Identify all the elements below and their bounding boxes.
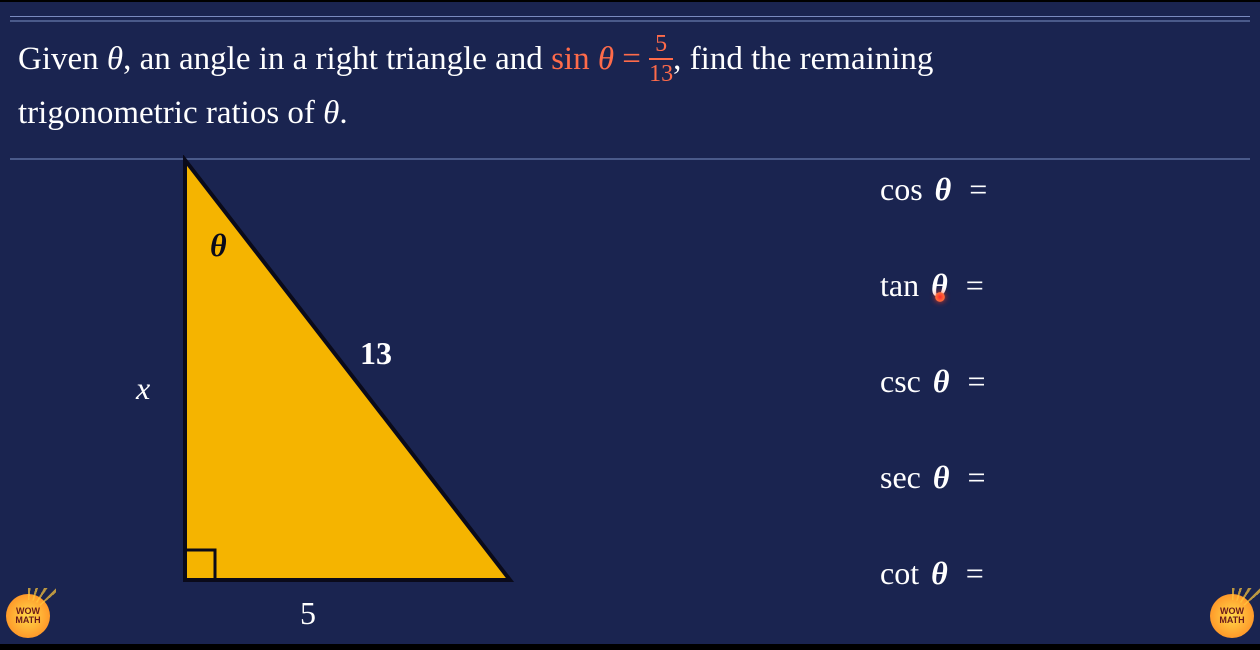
- fn-tan: tan: [880, 267, 919, 304]
- badge-text-right: WOW MATH: [1210, 594, 1254, 638]
- eq-cot: =: [966, 555, 984, 592]
- theta-csc: θ: [933, 363, 950, 400]
- eq-cos: =: [969, 171, 987, 208]
- ratio-list: cos θ = tan θ = csc θ = sec θ = cot θ =: [880, 160, 1140, 640]
- equals: =: [614, 41, 649, 77]
- label-adjacent: x: [136, 370, 150, 407]
- fraction-numerator: 5: [649, 32, 673, 60]
- txt-line2a: trigonometric ratios of: [18, 95, 323, 131]
- label-theta: θ: [210, 227, 227, 264]
- letterbox-top: [0, 0, 1260, 2]
- sin-word: sin: [551, 41, 598, 77]
- label-opposite: 5: [300, 595, 316, 632]
- theta-1: θ: [107, 41, 123, 77]
- letterbox-bottom: [0, 644, 1260, 650]
- badge-text-left: WOW MATH: [6, 594, 50, 638]
- divider-top-thin: [10, 16, 1250, 17]
- laser-pointer-icon: [935, 292, 945, 302]
- theta-cot: θ: [931, 555, 948, 592]
- problem-statement: Given θ, an angle in a right triangle an…: [10, 22, 1250, 160]
- fraction-denominator: 13: [649, 60, 673, 86]
- eq-tan: =: [966, 267, 984, 304]
- txt-prefix: Given: [18, 41, 107, 77]
- fn-cot: cot: [880, 555, 919, 592]
- badge-line2-r: MATH: [1219, 616, 1244, 625]
- theta-2: θ: [598, 41, 614, 77]
- ratio-cos: cos θ =: [880, 160, 1140, 218]
- fn-sec: sec: [880, 459, 921, 496]
- theta-3: θ: [323, 95, 339, 131]
- eq-sec: =: [967, 459, 985, 496]
- fraction: 513: [649, 32, 673, 86]
- ratio-csc: csc θ =: [880, 352, 1140, 410]
- fn-csc: csc: [880, 363, 921, 400]
- problem-text: Given θ, an angle in a right triangle an…: [18, 34, 1242, 140]
- logo-badge-right: WOW MATH: [1210, 594, 1254, 638]
- triangle-diagram: θ 13 x 5: [130, 155, 550, 635]
- ratio-sec: sec θ =: [880, 448, 1140, 506]
- triangle-shape: [185, 160, 510, 580]
- txt-after-frac: , find the remaining: [673, 41, 933, 77]
- logo-badge-left: WOW MATH: [6, 594, 50, 638]
- fn-cos: cos: [880, 171, 923, 208]
- txt-mid1: , an angle in a right triangle and: [123, 41, 551, 77]
- badge-line2-l: MATH: [15, 616, 40, 625]
- ratio-cot: cot θ =: [880, 544, 1140, 602]
- eq-csc: =: [967, 363, 985, 400]
- txt-period: .: [339, 95, 347, 131]
- ratio-tan: tan θ =: [880, 256, 1140, 314]
- label-hypotenuse: 13: [360, 335, 392, 372]
- sin-expression: sin θ = 513: [551, 41, 673, 77]
- theta-sec: θ: [933, 459, 950, 496]
- triangle-svg: [130, 155, 550, 625]
- theta-cos: θ: [935, 171, 952, 208]
